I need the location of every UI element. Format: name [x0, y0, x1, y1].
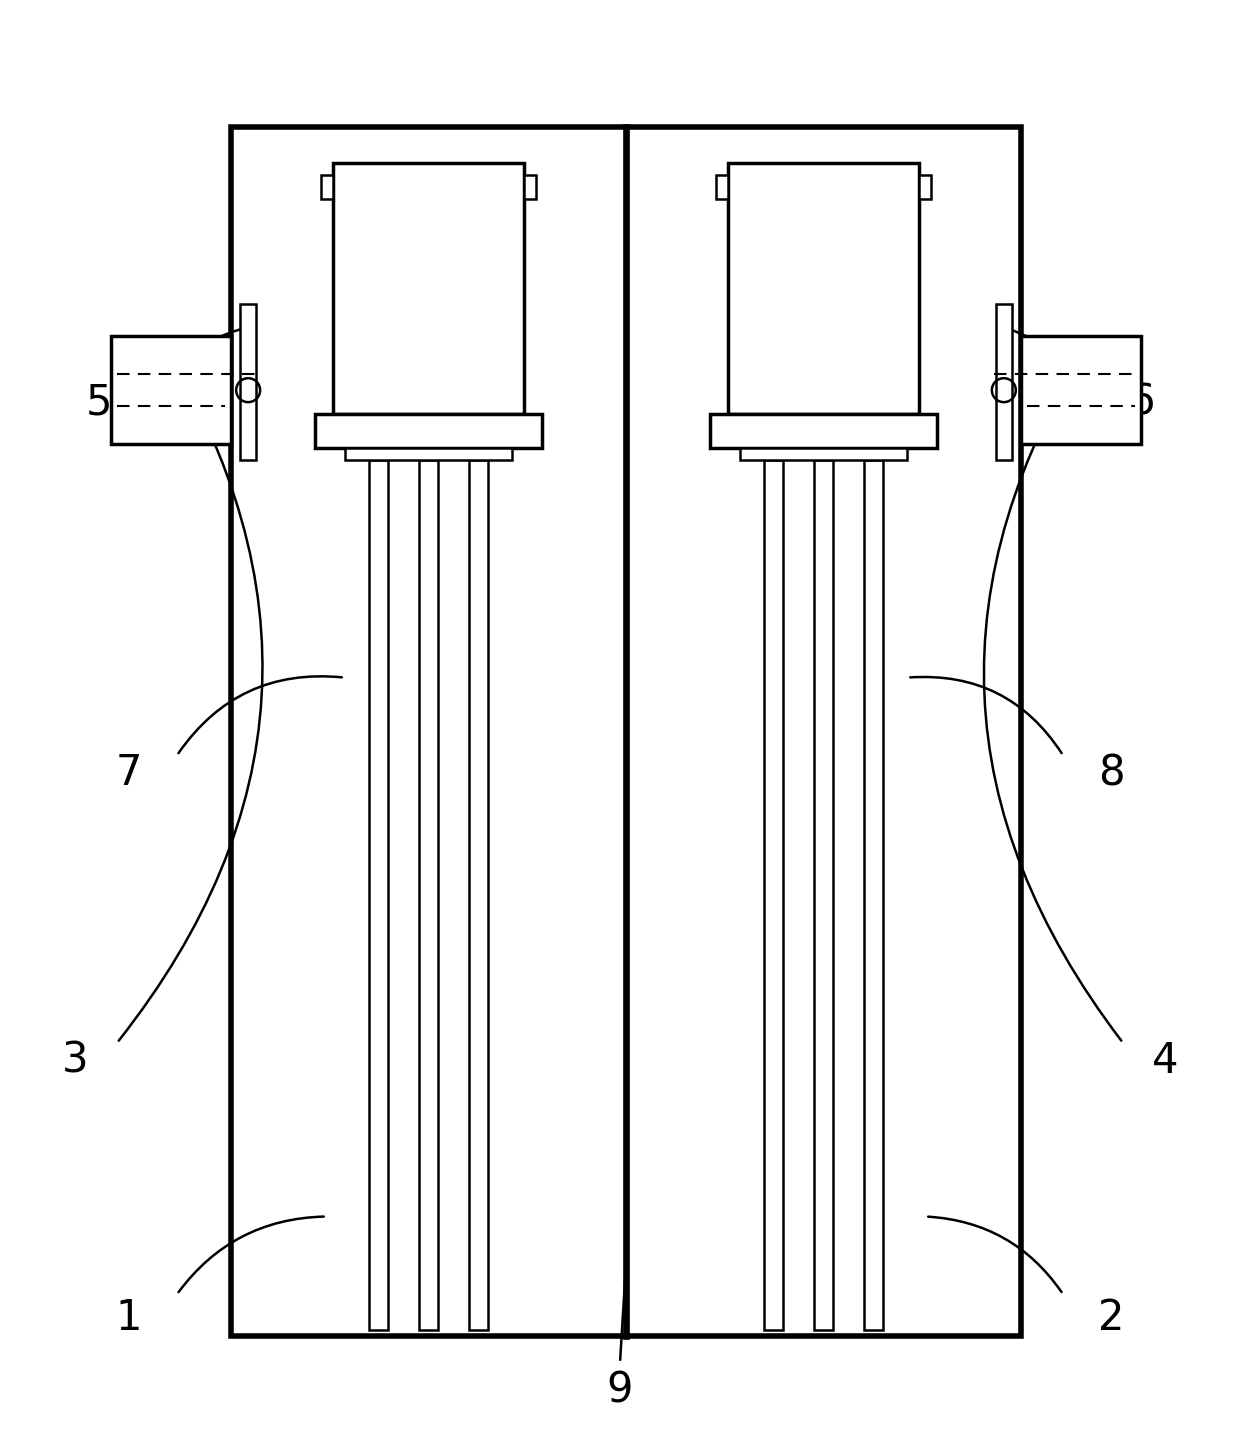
- Bar: [112, 337, 231, 444]
- Bar: [525, 174, 536, 199]
- Bar: [728, 163, 919, 414]
- Text: 3: 3: [62, 1040, 88, 1082]
- Text: 9: 9: [606, 1370, 634, 1412]
- Bar: [332, 163, 525, 414]
- Bar: [709, 414, 937, 448]
- Bar: [740, 448, 908, 460]
- Bar: [715, 174, 728, 199]
- Bar: [864, 460, 883, 1331]
- Bar: [469, 460, 489, 1331]
- Bar: [241, 303, 255, 460]
- Text: 4: 4: [1152, 1040, 1178, 1082]
- Bar: [231, 126, 1022, 1336]
- Bar: [345, 448, 512, 460]
- Text: 7: 7: [115, 753, 143, 794]
- Text: 8: 8: [1097, 753, 1125, 794]
- Bar: [315, 414, 542, 448]
- Bar: [919, 174, 931, 199]
- Bar: [419, 460, 438, 1331]
- Text: 1: 1: [115, 1297, 143, 1339]
- Text: 6: 6: [1127, 382, 1154, 424]
- Bar: [321, 174, 332, 199]
- Text: 5: 5: [86, 382, 113, 424]
- Bar: [1022, 337, 1141, 444]
- Bar: [764, 460, 782, 1331]
- Bar: [368, 460, 388, 1331]
- Bar: [813, 460, 833, 1331]
- Bar: [996, 303, 1012, 460]
- Text: 2: 2: [1097, 1297, 1125, 1339]
